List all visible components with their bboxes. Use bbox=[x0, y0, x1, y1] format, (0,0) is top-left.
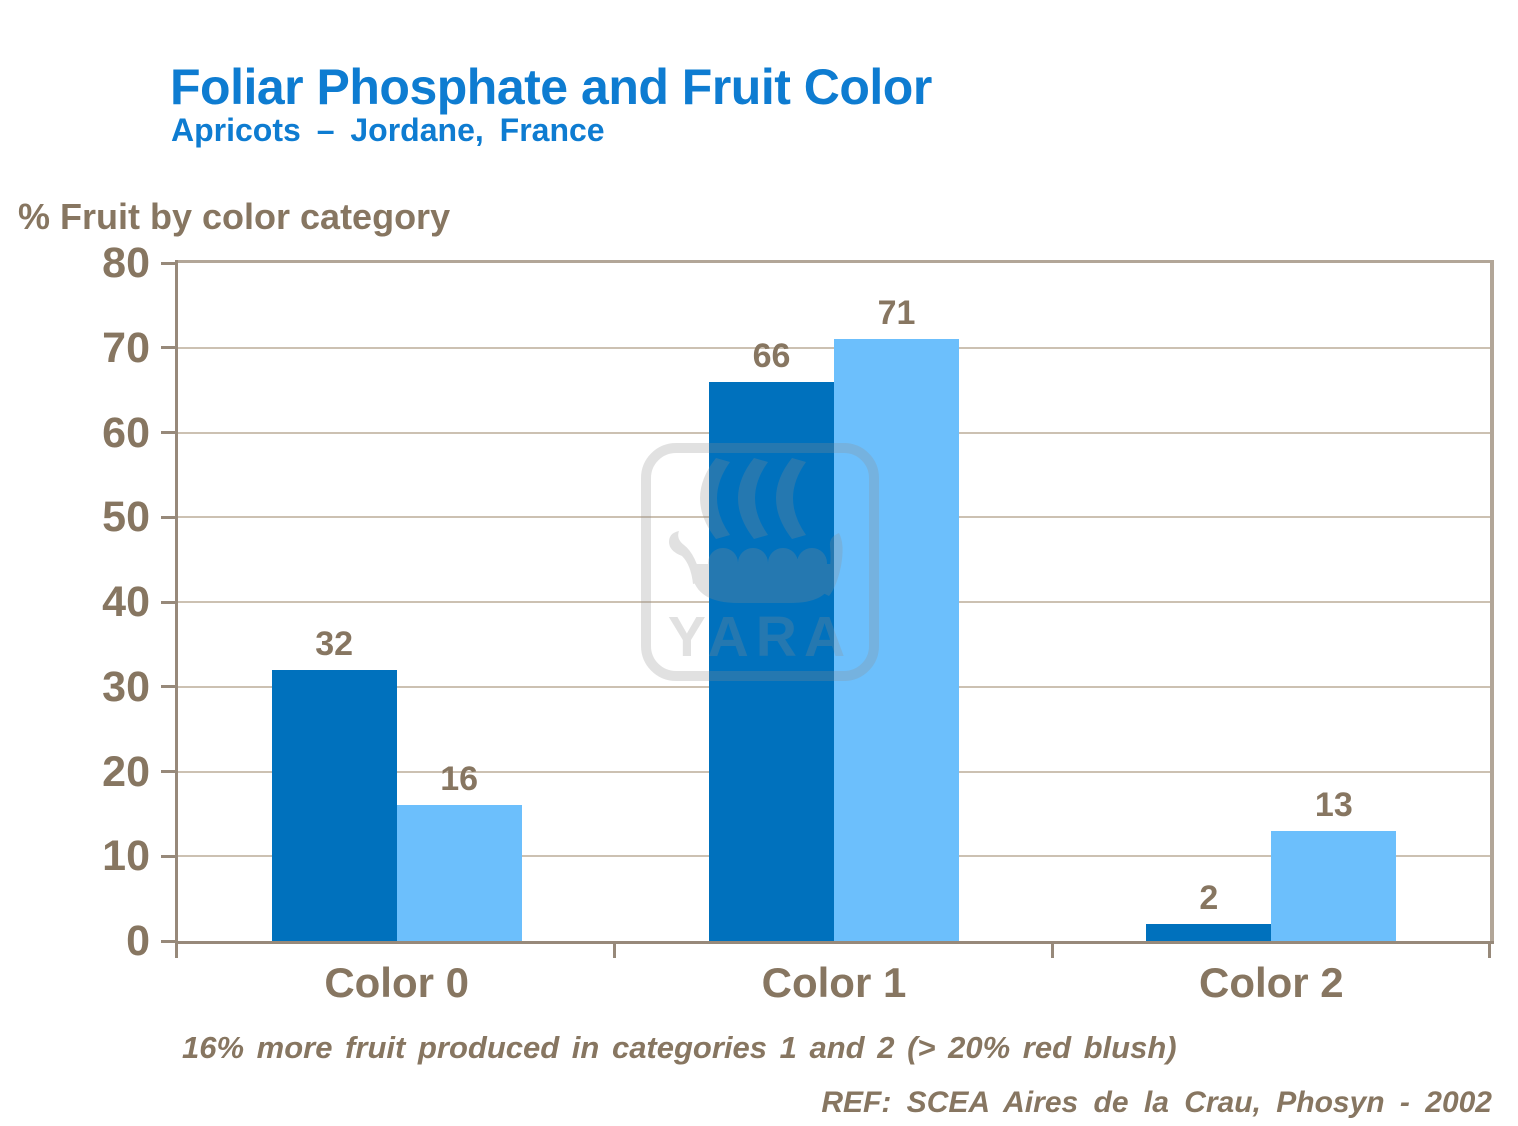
bar-value-label: 2 bbox=[1199, 879, 1219, 918]
bar-dark-color-1 bbox=[709, 381, 834, 941]
y-axis-tick-label-0: 0 bbox=[126, 917, 150, 965]
bar-light-color-2 bbox=[1271, 830, 1397, 941]
x-axis-category-label: Color 0 bbox=[324, 959, 469, 1006]
x-axis-tick bbox=[613, 941, 617, 958]
bar-value-label: 16 bbox=[440, 760, 479, 799]
reference-text: REF: SCEA Aires de la Crau, Phosyn - 200… bbox=[821, 1086, 1492, 1119]
bar-light-color-1 bbox=[834, 339, 959, 941]
annotation-note: 16% more fruit produced in categories 1 … bbox=[182, 1030, 1177, 1065]
bar-value-label: 71 bbox=[877, 294, 916, 333]
y-axis-tick-label-20: 20 bbox=[102, 747, 150, 796]
x-axis-line bbox=[175, 941, 1494, 944]
chart-title: Foliar Phosphate and Fruit Color bbox=[170, 59, 932, 115]
y-axis-tick-70 bbox=[161, 346, 175, 350]
y-axis-tick-label-30: 30 bbox=[102, 662, 150, 711]
bar-value-label: 32 bbox=[315, 624, 354, 663]
plot-border-top bbox=[175, 260, 1493, 263]
y-axis-tick-label-40: 40 bbox=[102, 578, 150, 626]
y-axis-tick-10 bbox=[161, 854, 175, 858]
plot-area: YARA 0 10 20 30 40 50 60 70 80 32 16 Color 0 66 71 Col… bbox=[102, 239, 1494, 1006]
y-axis-tick-label-10: 10 bbox=[102, 832, 150, 881]
bar-dark-color-0 bbox=[271, 669, 397, 941]
y-axis-tick-50 bbox=[161, 515, 175, 519]
x-axis-category-label: Color 1 bbox=[761, 959, 907, 1006]
bar-dark-color-2 bbox=[1146, 924, 1272, 941]
y-axis-tick-40 bbox=[161, 600, 175, 604]
y-axis-title: % Fruit by color category bbox=[18, 196, 451, 237]
x-axis-tick bbox=[175, 941, 178, 958]
y-axis-tick-0 bbox=[161, 939, 175, 943]
y-axis-tick-80 bbox=[161, 261, 175, 265]
chart-subtitle: Apricots – Jordane, France bbox=[171, 112, 605, 148]
x-axis-tick bbox=[1050, 941, 1054, 958]
y-axis-tick-label-80: 80 bbox=[102, 239, 150, 287]
y-axis-tick-label-60: 60 bbox=[102, 408, 150, 457]
ship-prow-icon bbox=[669, 531, 702, 584]
y-axis-tick-60 bbox=[161, 431, 175, 434]
plot-border-right bbox=[1490, 260, 1494, 944]
bar-value-label: 13 bbox=[1314, 785, 1353, 824]
x-axis-tick bbox=[1488, 941, 1491, 958]
y-axis-line bbox=[175, 260, 178, 944]
y-axis-tick-30 bbox=[161, 685, 175, 689]
y-axis-tick-label-50: 50 bbox=[102, 493, 150, 542]
y-axis-tick-20 bbox=[161, 770, 175, 773]
bar-light-color-0 bbox=[396, 805, 522, 941]
y-axis-tick-label-70: 70 bbox=[102, 323, 150, 372]
x-axis-category-label: Color 2 bbox=[1198, 959, 1344, 1006]
bar-value-label: 66 bbox=[752, 336, 791, 375]
